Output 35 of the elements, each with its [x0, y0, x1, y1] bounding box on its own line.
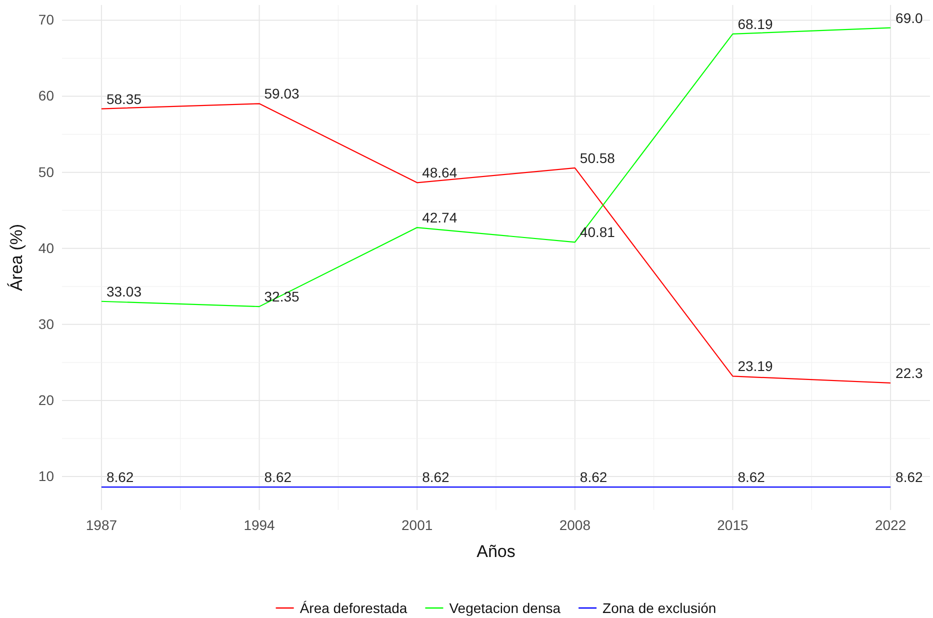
data-label: 50.58 — [580, 150, 616, 166]
y-axis-title: Área (%) — [7, 224, 26, 292]
data-label: 8.62 — [106, 469, 134, 486]
data-label: 69.0 — [896, 10, 924, 26]
data-label: 8.62 — [580, 469, 608, 486]
data-label: 22.3 — [896, 364, 924, 381]
legend-label: Zona de exclusión — [602, 600, 716, 616]
y-tick-label: 20 — [38, 392, 54, 408]
x-tick-label: 2022 — [874, 516, 906, 533]
x-tick-label: 2015 — [717, 516, 749, 533]
x-tick-label: 2008 — [559, 516, 591, 533]
line-series — [100, 103, 892, 384]
data-label: 42.74 — [422, 210, 458, 226]
data-label: 58.35 — [106, 90, 142, 107]
data-label: 8.62 — [264, 469, 292, 486]
y-tick-label: 40 — [38, 240, 54, 256]
y-tick-label: 50 — [38, 164, 54, 180]
x-tick-label: 1994 — [244, 516, 276, 533]
data-label: 59.03 — [264, 86, 300, 102]
data-label: 8.62 — [738, 469, 766, 486]
legend-label: Vegetacion densa — [449, 600, 561, 616]
y-tick-label: 30 — [38, 316, 54, 332]
data-label: 8.62 — [422, 469, 450, 486]
x-tick-label: 1987 — [86, 516, 118, 533]
y-tick-label: 60 — [38, 88, 54, 104]
data-label: 23.19 — [738, 358, 773, 374]
data-label: 33.03 — [106, 283, 142, 300]
x-axis-title: Años — [476, 542, 516, 561]
y-tick-label: 10 — [38, 468, 54, 484]
data-label: 48.64 — [422, 164, 458, 181]
y-tick-label: 70 — [38, 12, 54, 28]
legend-label: Área deforestada — [300, 600, 408, 616]
data-label: 68.19 — [738, 16, 773, 32]
data-label: 8.62 — [896, 469, 924, 486]
x-tick-label: 2001 — [402, 516, 433, 533]
